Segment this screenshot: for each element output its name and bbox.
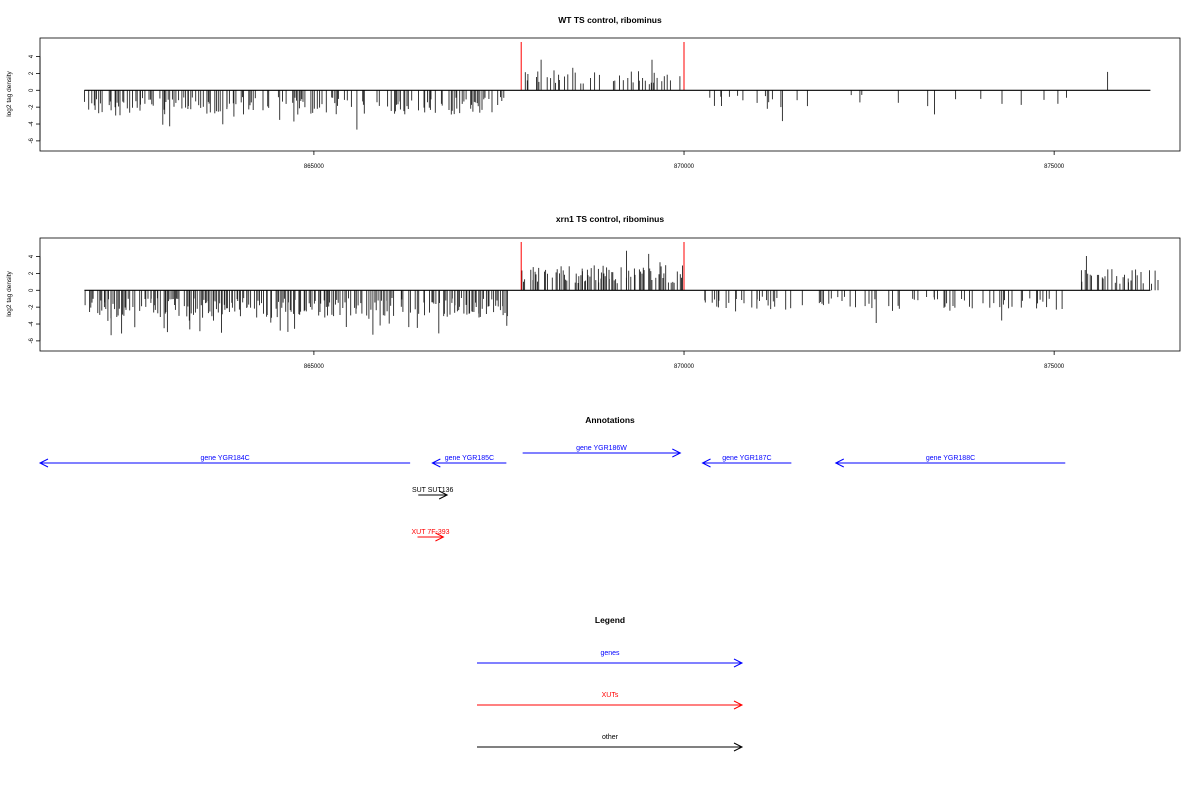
feature-arrow-icon (438, 490, 449, 500)
annotation-feature: gene YGR185C (431, 455, 507, 468)
annotation-feature: gene YGR187C (701, 455, 792, 468)
x-axis: 865000 870000 875000 (304, 151, 1065, 170)
boundary-markers (520, 242, 685, 291)
y-tick-label: -2 (29, 104, 35, 110)
x-tick-label: 870000 (674, 164, 695, 170)
annotation-feature: gene YGR184C (38, 455, 411, 468)
feature-arrow-icon (38, 458, 49, 468)
feature-label: gene YGR186W (576, 445, 627, 452)
legend-arrow-icon (733, 658, 744, 668)
feature-label: gene YGR185C (445, 455, 494, 462)
feature-arrow-icon (672, 448, 682, 458)
legend-item: genes (477, 650, 744, 668)
y-tick-label: -2 (29, 304, 35, 310)
y-tick-label: 4 (29, 54, 35, 58)
feature-arrow-icon (431, 458, 441, 468)
x-tick-label: 865000 (304, 164, 325, 170)
annotation-feature: gene YGR188C (834, 455, 1066, 468)
y-axis-label: log2 tag density (6, 70, 13, 116)
density-bars (84, 250, 1159, 336)
feature-arrow-icon (701, 458, 711, 468)
y-tick-label: 2 (29, 271, 35, 275)
density-bars (84, 59, 1109, 130)
feature-arrow-icon (834, 458, 845, 468)
x-axis: 865000 870000 875000 (304, 351, 1065, 370)
annotation-feature: SUT SUT136 (412, 487, 454, 500)
feature-label: gene YGR188C (926, 455, 975, 462)
y-tick-label: 0 (29, 288, 35, 292)
legend-label: other (602, 734, 619, 741)
xrn1-density-panel: xrn1 TS control, ribominus log2 tag dens… (6, 214, 1181, 370)
plot-frame (39, 37, 1181, 152)
y-tick-label: -6 (29, 138, 35, 144)
y-axis: -6 -4 -2 0 2 4 (29, 254, 41, 344)
y-tick-label: 4 (29, 254, 35, 258)
annotation-features: gene YGR184C gene YGR185C gene YGR186W gene… (38, 445, 1066, 542)
wt-density-panel: WT TS control, ribominus log2 tag densit… (6, 15, 1181, 170)
y-tick-label: 0 (29, 88, 35, 92)
feature-arrow-icon (435, 532, 445, 542)
panel-title: WT TS control, ribominus (558, 15, 662, 25)
boundary-markers (520, 42, 685, 91)
x-tick-label: 870000 (674, 364, 695, 370)
legend-title: Legend (595, 615, 625, 625)
x-tick-label: 865000 (304, 364, 325, 370)
feature-label: SUT SUT136 (412, 487, 454, 494)
legend-label: XUTs (602, 692, 619, 699)
y-tick-label: -4 (29, 321, 35, 327)
legend-panel: Legend genes XUTs other (477, 615, 744, 752)
legend-arrow-icon (733, 700, 744, 710)
annotation-feature: gene YGR186W (522, 445, 682, 458)
legend-item: XUTs (477, 692, 744, 710)
feature-label: gene YGR184C (200, 455, 249, 462)
feature-label: gene YGR187C (722, 455, 771, 462)
feature-label: XUT 7F-393 (412, 529, 450, 536)
annotations-panel: Annotations gene YGR184C gene YGR185Cgene… (38, 415, 1066, 542)
y-axis-label: log2 tag density (6, 270, 13, 316)
legend-arrow-icon (733, 742, 744, 752)
legend-items: genes XUTs other (477, 650, 744, 752)
y-tick-label: -6 (29, 338, 35, 344)
x-tick-label: 875000 (1044, 364, 1065, 370)
y-tick-label: -4 (29, 121, 35, 127)
y-tick-label: 2 (29, 71, 35, 75)
panel-title: xrn1 TS control, ribominus (556, 214, 664, 224)
y-axis: -6 -4 -2 0 2 4 (29, 54, 41, 144)
annotations-title: Annotations (585, 415, 635, 425)
legend-item: other (477, 734, 744, 752)
annotation-feature: XUT 7F-393 (412, 529, 450, 542)
x-tick-label: 875000 (1044, 164, 1065, 170)
legend-label: genes (600, 650, 620, 657)
